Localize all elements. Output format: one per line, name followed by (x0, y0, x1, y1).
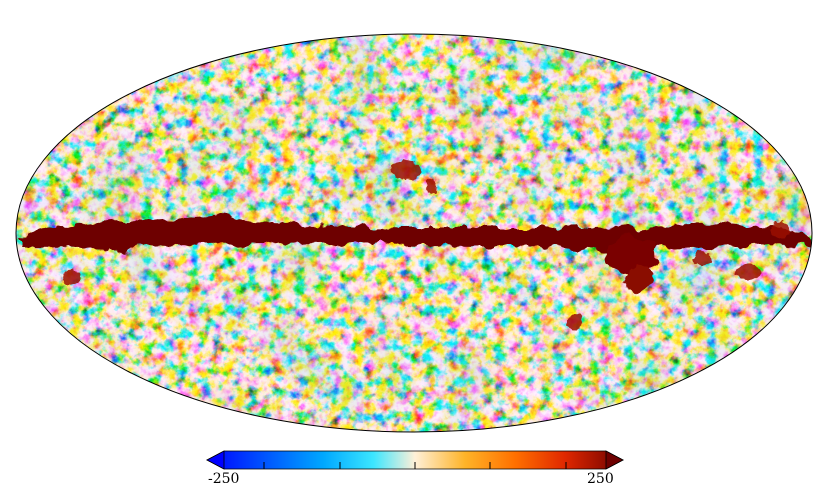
colorbar-min-arrow (206, 450, 225, 470)
colorbar-min-label: -250 (208, 471, 240, 487)
colorbar-ticks (263, 462, 567, 469)
map-outline (15, 33, 813, 433)
colorbar (206, 450, 624, 470)
galactic-plane-band (20, 215, 812, 290)
foreground-blobs (63, 160, 790, 328)
colorbar-max-label: 250 (587, 471, 614, 487)
colorbar-max-arrow (605, 450, 624, 470)
mollweide-map (16, 34, 812, 432)
